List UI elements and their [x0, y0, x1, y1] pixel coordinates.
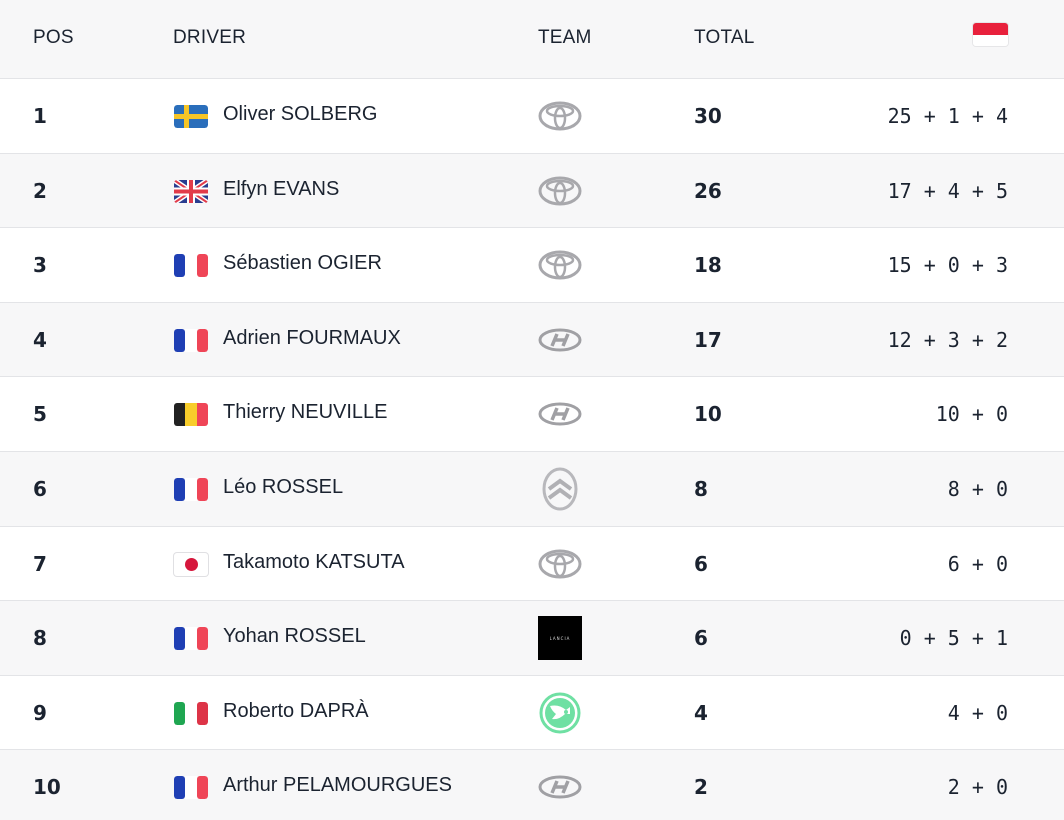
position: 2 [33, 178, 47, 203]
toyota-logo-icon [538, 242, 582, 288]
driver-name[interactable]: Arthur PELAMOURGUES [223, 774, 452, 797]
driver-name[interactable]: Yohan ROSSEL [223, 625, 366, 648]
points-breakdown: 25 + 1 + 4 [887, 104, 1008, 128]
hyundai-logo-icon [538, 317, 582, 363]
table-row[interactable]: 2 Elfyn EVANS 26 17 + 4 + 5 [0, 153, 1064, 229]
points-breakdown: 4 + 0 [947, 700, 1008, 725]
total-points: 2 [694, 775, 708, 800]
table-row[interactable]: 1 Oliver SOLBERG 30 25 + 1 + 4 [0, 79, 1064, 154]
position: 5 [33, 402, 47, 427]
toyota-logo-icon [538, 168, 582, 214]
points-breakdown: 12 + 3 + 2 [887, 327, 1008, 352]
total-points: 8 [694, 476, 708, 501]
italy-flag-icon [174, 701, 208, 725]
points-breakdown: 0 + 5 + 1 [899, 626, 1008, 651]
position: 10 [33, 775, 61, 800]
table-row[interactable]: 6 Léo ROSSEL 8 8 + 0 [0, 451, 1064, 527]
points-breakdown: 2 + 0 [947, 775, 1008, 800]
driver-name[interactable]: Sébastien OGIER [223, 252, 382, 275]
total-points: 10 [694, 402, 722, 427]
france-flag-icon [174, 477, 208, 501]
toyota-logo-icon [538, 541, 582, 587]
driver-name[interactable]: Léo ROSSEL [223, 475, 344, 498]
driver-name[interactable]: Elfyn EVANS [223, 177, 340, 200]
column-header-pos[interactable]: POS [33, 27, 74, 48]
table-row[interactable]: 3 Sébastien OGIER 18 15 + 0 + 3 [0, 228, 1064, 303]
lancia-wordmark: LANCIA [549, 635, 571, 641]
column-header-team[interactable]: TEAM [538, 27, 592, 48]
points-breakdown: 10 + 0 [935, 402, 1008, 427]
total-points: 4 [694, 700, 708, 725]
position: 1 [33, 104, 47, 128]
position: 8 [33, 626, 47, 651]
position: 7 [33, 551, 47, 576]
table-row[interactable]: 10 Arthur PELAMOURGUES 2 2 + 0 [0, 750, 1064, 820]
position: 4 [33, 327, 47, 352]
france-flag-icon [174, 328, 208, 352]
skoda-logo-icon [538, 690, 582, 736]
france-flag-icon [174, 776, 208, 800]
position: 6 [33, 476, 47, 501]
table-header: POS DRIVER TEAM TOTAL [0, 0, 1064, 79]
monaco-flag-icon [973, 23, 1008, 46]
citroen-logo-icon [538, 466, 582, 512]
france-flag-icon [174, 254, 208, 278]
france-flag-icon [174, 627, 208, 651]
points-breakdown: 6 + 0 [947, 551, 1008, 576]
toyota-logo-icon [538, 93, 582, 139]
points-breakdown: 15 + 0 + 3 [887, 253, 1008, 278]
table-row[interactable]: 8 Yohan ROSSEL LANCIA 6 0 + 5 + 1 [0, 601, 1064, 676]
driver-name[interactable]: Thierry NEUVILLE [223, 401, 388, 424]
column-header-total[interactable]: TOTAL [694, 27, 755, 48]
lancia-logo-icon: LANCIA [538, 615, 582, 661]
points-breakdown: 17 + 4 + 5 [887, 178, 1008, 203]
driver-name[interactable]: Oliver SOLBERG [223, 103, 378, 125]
total-points: 17 [694, 327, 722, 352]
driver-name[interactable]: Takamoto KATSUTA [223, 550, 405, 573]
table-row[interactable]: 9 Roberto DAPRÀ 4 4 + 0 [0, 675, 1064, 751]
table-row[interactable]: 5 Thierry NEUVILLE 10 10 + 0 [0, 377, 1064, 452]
belgium-flag-icon [174, 403, 208, 427]
driver-name[interactable]: Adrien FOURMAUX [223, 326, 401, 349]
total-points: 26 [694, 178, 722, 203]
hyundai-logo-icon [538, 764, 582, 810]
sweden-flag-icon [174, 105, 208, 128]
position: 3 [33, 253, 47, 278]
table-row[interactable]: 4 Adrien FOURMAUX 17 12 + 3 + 2 [0, 302, 1064, 378]
driver-name[interactable]: Roberto DAPRÀ [223, 699, 369, 722]
total-points: 18 [694, 253, 722, 278]
japan-flag-icon [174, 552, 208, 576]
total-points: 30 [694, 104, 722, 128]
total-points: 6 [694, 551, 708, 576]
table-row[interactable]: 7 Takamoto KATSUTA 6 6 + 0 [0, 526, 1064, 602]
column-header-driver[interactable]: DRIVER [173, 27, 246, 48]
uk-flag-icon [174, 179, 208, 203]
total-points: 6 [694, 626, 708, 651]
position: 9 [33, 700, 47, 725]
hyundai-logo-icon [538, 391, 582, 437]
points-breakdown: 8 + 0 [947, 476, 1008, 501]
